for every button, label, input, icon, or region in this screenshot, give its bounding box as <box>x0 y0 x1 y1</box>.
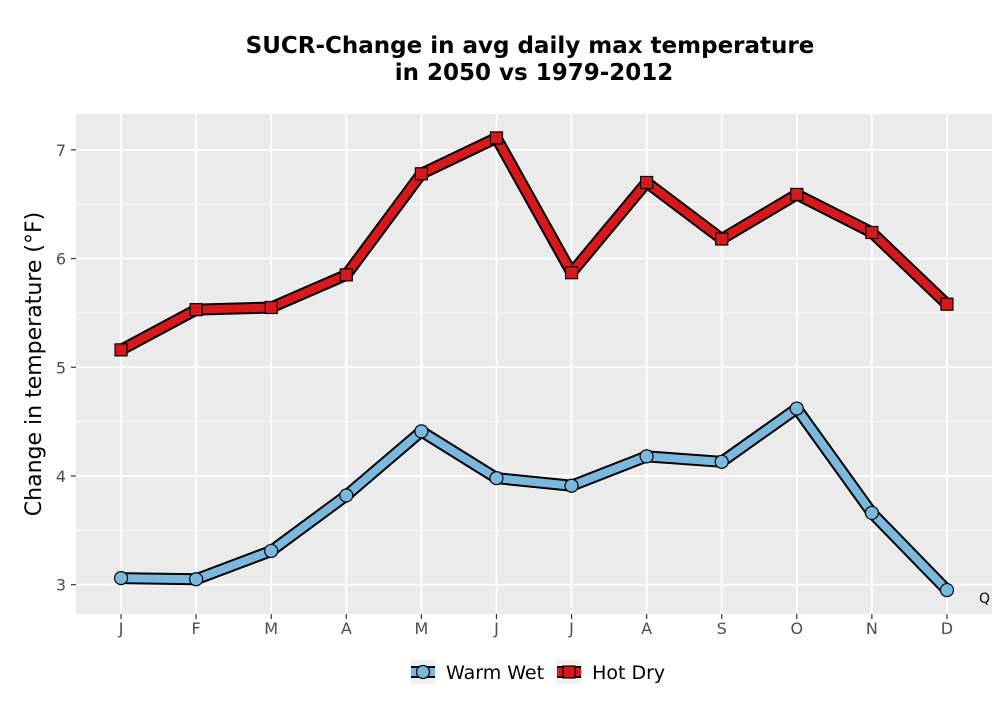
series-warm-wet <box>113 401 955 598</box>
data-point-warm-wet <box>789 401 804 416</box>
x-tick-label: F <box>192 619 201 638</box>
data-point-hot-dry <box>564 266 579 280</box>
chart-subtitle: in 2050 vs 1979-2012 <box>395 60 674 86</box>
y-axis: 3 4 5 6 7 <box>56 141 76 595</box>
series-hot-dry <box>114 131 954 357</box>
x-tick-label: J <box>493 619 499 638</box>
legend-label: Warm Wet <box>446 662 544 684</box>
y-tick-label: 4 <box>56 467 66 486</box>
series-layer <box>113 131 955 598</box>
data-point-warm-wet <box>264 543 279 559</box>
data-point-warm-wet <box>864 505 879 521</box>
legend-key-marker <box>562 665 576 679</box>
data-point-hot-dry <box>189 303 203 317</box>
plot-panel <box>76 114 992 614</box>
legend-label: Hot Dry <box>592 662 665 684</box>
data-point-warm-wet <box>714 454 729 469</box>
legend-item-hot-dry: Hot Dry <box>556 660 665 684</box>
data-point-warm-wet <box>414 424 429 439</box>
data-point-warm-wet <box>564 478 579 493</box>
x-tick-label: A <box>641 619 652 638</box>
x-tick-label: M <box>414 619 428 638</box>
data-point-warm-wet <box>113 571 129 586</box>
data-point-hot-dry <box>940 297 954 311</box>
x-tick-label: J <box>568 619 574 638</box>
x-tick-label: M <box>264 619 278 638</box>
series-line-warm-wet <box>117 404 951 595</box>
x-tick-label: D <box>941 619 953 638</box>
data-point-hot-dry <box>489 131 504 145</box>
y-tick-label: 3 <box>56 576 66 595</box>
data-point-hot-dry <box>640 175 654 190</box>
chart-title: SUCR-Change in avg daily max temperature <box>246 33 815 59</box>
data-point-hot-dry <box>339 268 353 282</box>
data-point-hot-dry <box>414 167 428 181</box>
data-point-hot-dry <box>264 300 278 315</box>
legend: Warm Wet Hot Dry <box>410 660 665 684</box>
y-axis-label: Change in temperature (°F) <box>22 212 47 516</box>
data-point-hot-dry <box>790 187 804 202</box>
data-point-warm-wet <box>939 582 955 598</box>
legend-item-warm-wet: Warm Wet <box>410 660 544 684</box>
y-tick-label: 6 <box>56 250 66 269</box>
data-point-warm-wet <box>339 488 354 503</box>
series-line-hot-dry <box>117 133 951 354</box>
x-tick-label: A <box>341 619 352 638</box>
data-point-warm-wet <box>639 449 654 464</box>
x-tick-label: O <box>790 619 803 638</box>
y-tick-label: 7 <box>56 141 66 160</box>
x-tick-label: J <box>118 619 124 638</box>
y-tick-label: 5 <box>56 358 66 377</box>
data-point-hot-dry <box>715 232 729 246</box>
x-tick-label: N <box>866 619 878 638</box>
legend-key-marker <box>415 664 431 680</box>
data-point-warm-wet <box>489 471 504 486</box>
data-point-hot-dry <box>865 225 879 240</box>
data-point-warm-wet <box>189 572 204 587</box>
data-point-hot-dry <box>114 343 128 357</box>
x-tick-label: S <box>717 619 727 638</box>
corner-annotation: Q <box>979 591 990 607</box>
